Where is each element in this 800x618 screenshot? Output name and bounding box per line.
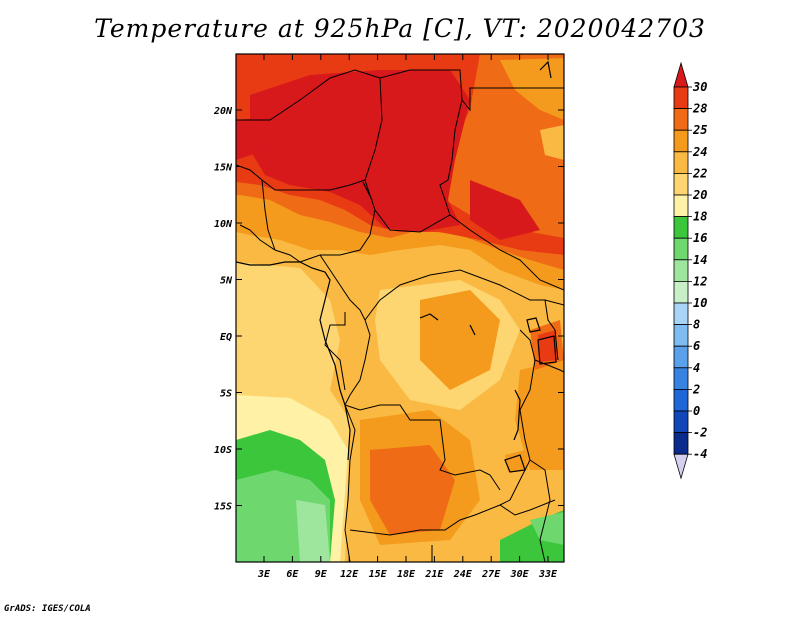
lon-label: 6E	[286, 569, 299, 580]
colorbar-swatch	[673, 194, 689, 218]
colorbar-swatch	[673, 216, 689, 239]
lat-label: 15S	[214, 502, 232, 513]
coastline-lakes	[236, 60, 557, 473]
colorbar-swatch	[673, 324, 689, 347]
colorbar-swatch	[673, 367, 689, 390]
longitude-axis: 3E 6E 9E 12E 15E 18E 21E 24E 27E 30E 33E	[257, 54, 558, 580]
lon-label: 33E	[538, 569, 558, 580]
chart-title: Temperature at 925hPa [C], VT: 202004270…	[94, 14, 706, 43]
colorbar-label: 6	[693, 339, 700, 353]
colorbar-swatch	[673, 108, 689, 131]
lat-label: 20N	[213, 106, 233, 117]
colorbar-label: 14	[693, 253, 707, 267]
colorbar-label: 20	[692, 188, 707, 202]
colorbar-label: -2	[693, 426, 707, 440]
lon-label: 21E	[424, 569, 444, 580]
colorbar-label: 18	[693, 210, 707, 224]
lat-label: 15N	[214, 163, 233, 174]
colorbar-swatch	[673, 388, 689, 412]
colorbar-swatch	[673, 432, 689, 455]
colorbar-swatch	[673, 259, 689, 282]
lon-label: 18E	[397, 569, 416, 580]
footer-credit: GrADS: IGES/COLA	[4, 604, 91, 614]
colorbar-label: 30	[692, 80, 707, 94]
colorbar-label: -4	[693, 447, 707, 461]
lat-label: 5N	[220, 276, 233, 287]
colorbar-label: 0	[693, 404, 700, 418]
colorbar-label: 4	[693, 361, 700, 375]
lon-label: 24E	[453, 569, 473, 580]
colorbar-label: 24	[692, 145, 707, 159]
colorbar-top-arrow	[673, 61, 689, 88]
latitude-axis: 20N 15N 10N 5N EQ 5S 10S 15S	[213, 106, 564, 513]
lon-label: 3E	[257, 569, 271, 580]
colorbar-swatch	[673, 151, 689, 174]
lat-label: 10S	[214, 445, 232, 456]
colorbar-swatch	[673, 302, 689, 326]
country-boundaries	[236, 69, 564, 562]
colorbar-label: 2	[692, 382, 700, 396]
colorbar-swatch	[673, 86, 689, 110]
colorbar-label: 16	[693, 231, 707, 245]
lon-label: 27E	[481, 569, 501, 580]
map-frame	[235, 53, 565, 563]
colorbar-label: 8	[693, 318, 700, 332]
colorbar-label: 28	[692, 102, 707, 116]
colorbar-label: 12	[693, 274, 707, 288]
lon-label: 30E	[510, 569, 530, 580]
lat-label: EQ	[220, 332, 232, 343]
colorbar-label: 22	[692, 166, 707, 180]
lat-label: 5S	[220, 389, 232, 400]
colorbar-swatch	[673, 280, 689, 304]
lon-label: 15E	[369, 569, 388, 580]
colorbar-label: 10	[693, 296, 707, 310]
colorbar-label: 25	[692, 123, 707, 137]
temperature-field	[236, 54, 564, 562]
colorbar-bottom-arrow	[673, 453, 689, 480]
colorbar-swatch	[673, 172, 689, 196]
lon-label: 12E	[340, 569, 359, 580]
colorbar-swatch	[673, 410, 689, 434]
lon-label: 9E	[315, 569, 328, 580]
colorbar-swatch	[673, 345, 689, 369]
colorbar-swatch	[673, 129, 689, 153]
lat-label: 10N	[214, 219, 233, 230]
colorbar-swatch	[673, 237, 689, 261]
